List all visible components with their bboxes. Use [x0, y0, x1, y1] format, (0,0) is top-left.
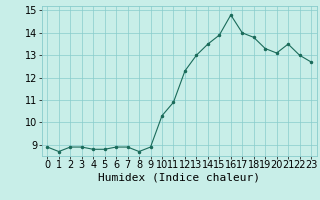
X-axis label: Humidex (Indice chaleur): Humidex (Indice chaleur) — [98, 173, 260, 183]
